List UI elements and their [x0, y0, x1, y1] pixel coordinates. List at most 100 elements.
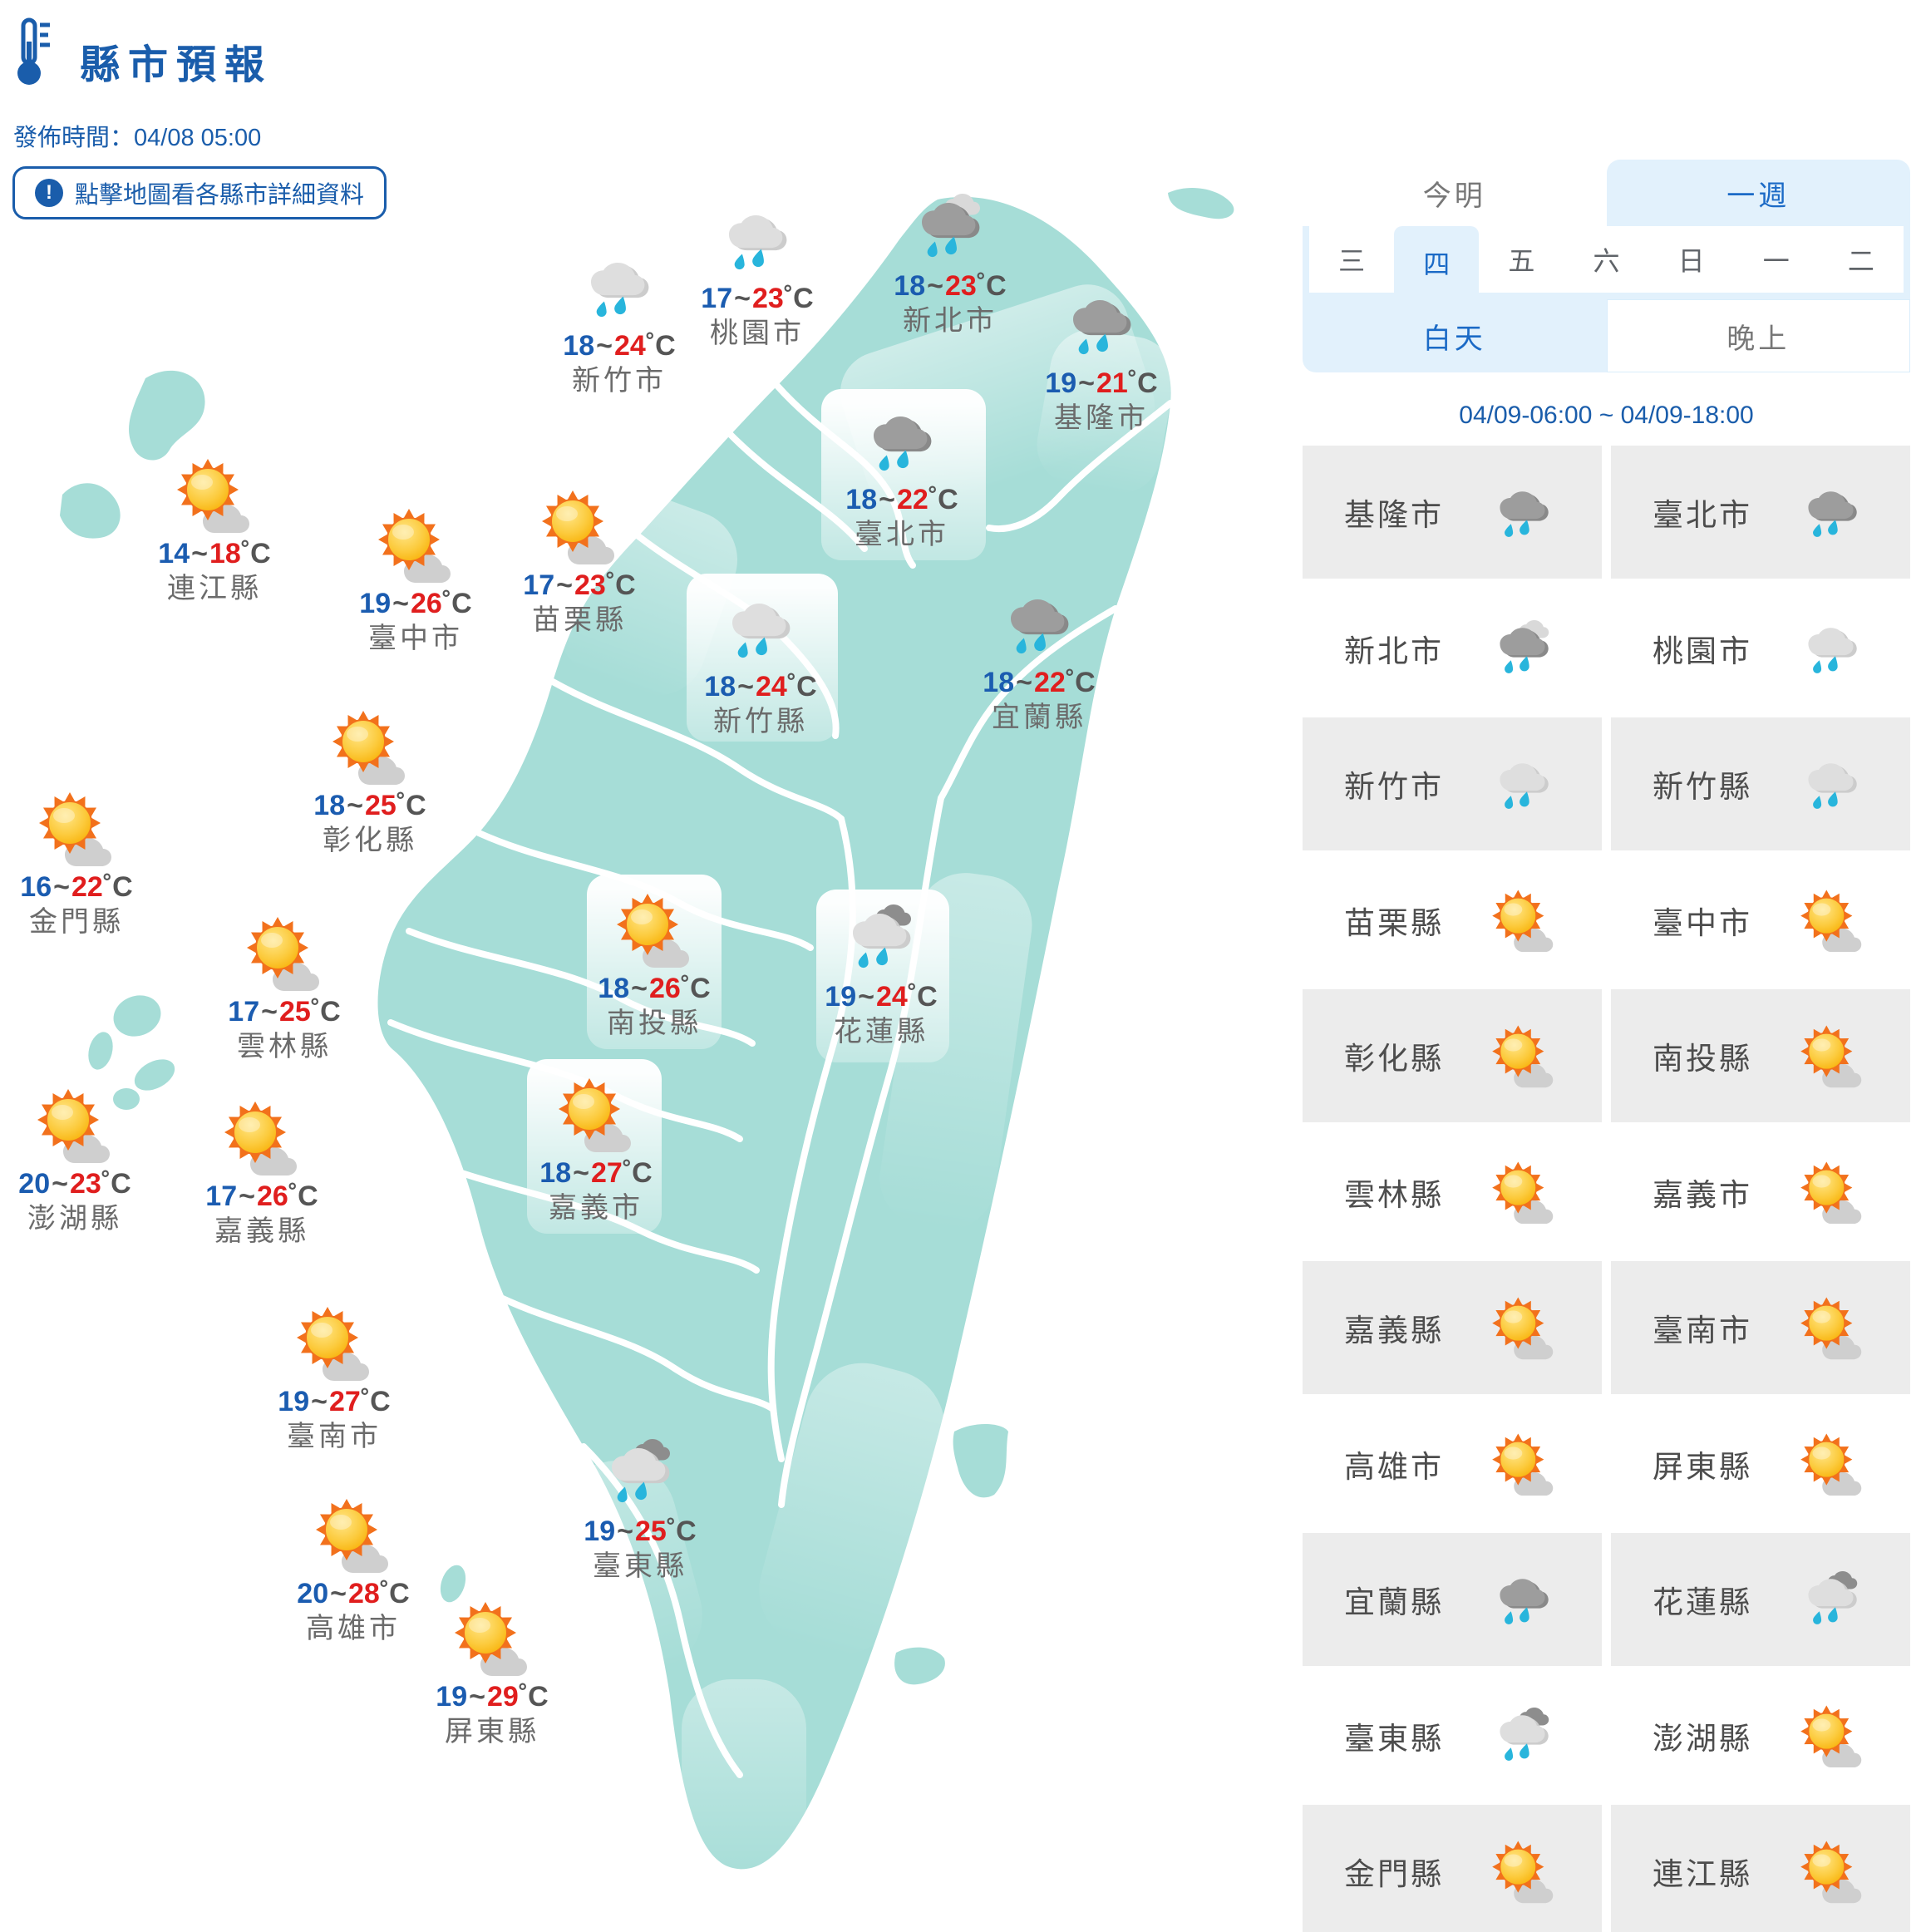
grid-county-name: 彰化縣: [1344, 1042, 1444, 1076]
sunny-icon: [297, 1307, 369, 1381]
map-station[interactable]: 20~28˚C 高雄市: [262, 1493, 445, 1646]
map-station[interactable]: 17~25˚C 雲林縣: [193, 911, 376, 1064]
rain-dark-icon: [1500, 491, 1549, 538]
grid-cell-臺中市[interactable]: 臺中市: [1611, 854, 1910, 987]
temp-high: 26: [410, 588, 442, 619]
map-station[interactable]: 18~25˚C 彰化縣: [278, 705, 461, 858]
grid-cell-嘉義縣[interactable]: 嘉義縣: [1303, 1261, 1602, 1394]
station-county-name: 臺中市: [368, 623, 463, 654]
temp-low: 20: [297, 1578, 329, 1609]
map-station[interactable]: 14~18˚C 連江縣: [123, 453, 306, 606]
weekday-tab-sat[interactable]: 六: [1593, 246, 1620, 276]
map-station[interactable]: 18~26˚C 南投縣: [563, 888, 746, 1041]
tab-daytime[interactable]: 白天: [1303, 299, 1607, 372]
grid-cell-新竹市[interactable]: 新竹市: [1303, 717, 1602, 850]
station-temp-range: 14~18˚C: [158, 538, 271, 569]
temp-high: 18: [209, 538, 241, 569]
rain-light-back-dark-icon: [612, 1439, 670, 1503]
station-county-name: 雲林縣: [237, 1031, 332, 1062]
weekday-tab-mon[interactable]: 一: [1762, 246, 1790, 276]
weekday-tab-sun[interactable]: 日: [1677, 246, 1705, 276]
map-station[interactable]: 18~27˚C 嘉義市: [505, 1072, 687, 1225]
temp-low: 16: [20, 871, 52, 903]
station-weather-icon: [790, 896, 973, 979]
sunny-icon: [1800, 1433, 1862, 1496]
grid-cell-高雄市[interactable]: 高雄市: [1303, 1397, 1602, 1530]
tab-night[interactable]: 晚上: [1606, 299, 1910, 372]
sunny-icon: [37, 1089, 110, 1163]
temp-unit: ˚C: [907, 981, 938, 1013]
temp-high: 23: [69, 1168, 101, 1200]
grid-cell-臺東縣[interactable]: 臺東縣: [1303, 1669, 1602, 1802]
map-station[interactable]: 17~23˚C 苗栗縣: [488, 485, 671, 638]
temp-high: 24: [613, 330, 646, 362]
grid-cell-澎湖縣[interactable]: 澎湖縣: [1611, 1669, 1910, 1802]
grid-county-name: 臺南市: [1653, 1313, 1752, 1348]
county-callout-box: [687, 574, 838, 742]
grid-cell-宜蘭縣[interactable]: 宜蘭縣: [1303, 1533, 1602, 1666]
sunny-icon: [559, 1078, 631, 1152]
tab-today-tomorrow[interactable]: 今明: [1422, 180, 1486, 212]
station-weather-icon: [563, 888, 746, 971]
station-weather-icon: [278, 705, 461, 788]
rain-dark-back-light-icon: [922, 194, 980, 258]
grid-cell-新北市[interactable]: 新北市: [1303, 582, 1602, 715]
grid-cell-雲林縣[interactable]: 雲林縣: [1303, 1126, 1602, 1259]
map-station[interactable]: 18~24˚C 新竹市: [528, 245, 711, 398]
grid-cell-新竹縣[interactable]: 新竹縣: [1611, 717, 1910, 850]
grid-cell-彰化縣[interactable]: 彰化縣: [1303, 989, 1602, 1122]
grid-cell-嘉義市[interactable]: 嘉義市: [1611, 1126, 1910, 1259]
grid-county-name: 新北市: [1344, 633, 1444, 668]
station-temp-range: 19~26˚C: [359, 588, 472, 619]
grid-cell-連江縣[interactable]: 連江縣: [1611, 1805, 1910, 1932]
grid-cell-苗栗縣[interactable]: 苗栗縣: [1303, 854, 1602, 987]
map-station[interactable]: 19~24˚C 花蓮縣: [790, 896, 973, 1049]
station-county-name: 南投縣: [607, 1008, 702, 1039]
map-station[interactable]: 18~23˚C 新北市: [859, 185, 1042, 338]
grid-cell-桃園市[interactable]: 桃園市: [1611, 582, 1910, 715]
station-county-name: 彰化縣: [323, 825, 417, 856]
map-station[interactable]: 19~26˚C 臺中市: [324, 503, 507, 656]
temp-unit: ˚C: [102, 871, 133, 903]
grid-cell-花蓮縣[interactable]: 花蓮縣: [1611, 1533, 1910, 1666]
sunny-icon: [39, 792, 111, 866]
temp-unit: ˚C: [310, 996, 341, 1028]
grid-cell-金門縣[interactable]: 金門縣: [1303, 1805, 1602, 1932]
station-weather-icon: [0, 1083, 166, 1166]
map-station[interactable]: 16~22˚C 金門縣: [0, 786, 168, 939]
map-station[interactable]: 19~21˚C 基隆市: [1010, 283, 1193, 436]
temp-low: 18: [704, 671, 736, 702]
rain-light-icon: [729, 215, 787, 270]
map-station[interactable]: 19~25˚C 臺東縣: [549, 1431, 731, 1584]
map-station[interactable]: 19~29˚C 屏東縣: [401, 1596, 584, 1749]
station-county-name: 嘉義縣: [214, 1215, 309, 1247]
grid-county-name: 臺東縣: [1344, 1721, 1444, 1756]
weekday-tab-tue[interactable]: 二: [1847, 246, 1874, 276]
weekday-tab-wed[interactable]: 三: [1338, 246, 1366, 276]
map-station[interactable]: 18~24˚C 新竹縣: [669, 586, 852, 739]
map-station[interactable]: 17~26˚C 嘉義縣: [170, 1096, 353, 1249]
map-hint-button[interactable]: ! 點擊地圖看各縣市詳細資料: [12, 166, 387, 219]
station-weather-icon: [488, 485, 671, 568]
sunny-icon: [332, 711, 405, 785]
temp-low: 18: [845, 484, 878, 515]
grid-cell-屏東縣[interactable]: 屏東縣: [1611, 1397, 1910, 1530]
station-county-name: 臺南市: [287, 1421, 382, 1452]
map-station[interactable]: 19~27˚C 臺南市: [243, 1301, 426, 1454]
map-station[interactable]: 18~22˚C 臺北市: [810, 399, 993, 552]
grid-cell-臺北市[interactable]: 臺北市: [1611, 446, 1910, 579]
temp-high: 25: [634, 1516, 667, 1547]
weekday-tab-thu[interactable]: 四: [1394, 226, 1480, 299]
station-temp-range: 18~24˚C: [563, 330, 676, 362]
grid-cell-臺南市[interactable]: 臺南市: [1611, 1261, 1910, 1394]
grid-cell-南投縣[interactable]: 南投縣: [1611, 989, 1910, 1122]
tab-one-week[interactable]: 一週: [1606, 160, 1910, 226]
sunny-icon: [177, 459, 249, 533]
temp-low: 19: [359, 588, 392, 619]
grid-cell-基隆市[interactable]: 基隆市: [1303, 446, 1602, 579]
weekday-tab-fri[interactable]: 五: [1508, 246, 1535, 276]
map-station[interactable]: 17~23˚C 桃園市: [666, 198, 849, 351]
map-station[interactable]: 18~22˚C 宜蘭縣: [948, 582, 1130, 735]
temp-low: 17: [523, 569, 555, 601]
map-station[interactable]: 20~23˚C 澎湖縣: [0, 1083, 166, 1236]
